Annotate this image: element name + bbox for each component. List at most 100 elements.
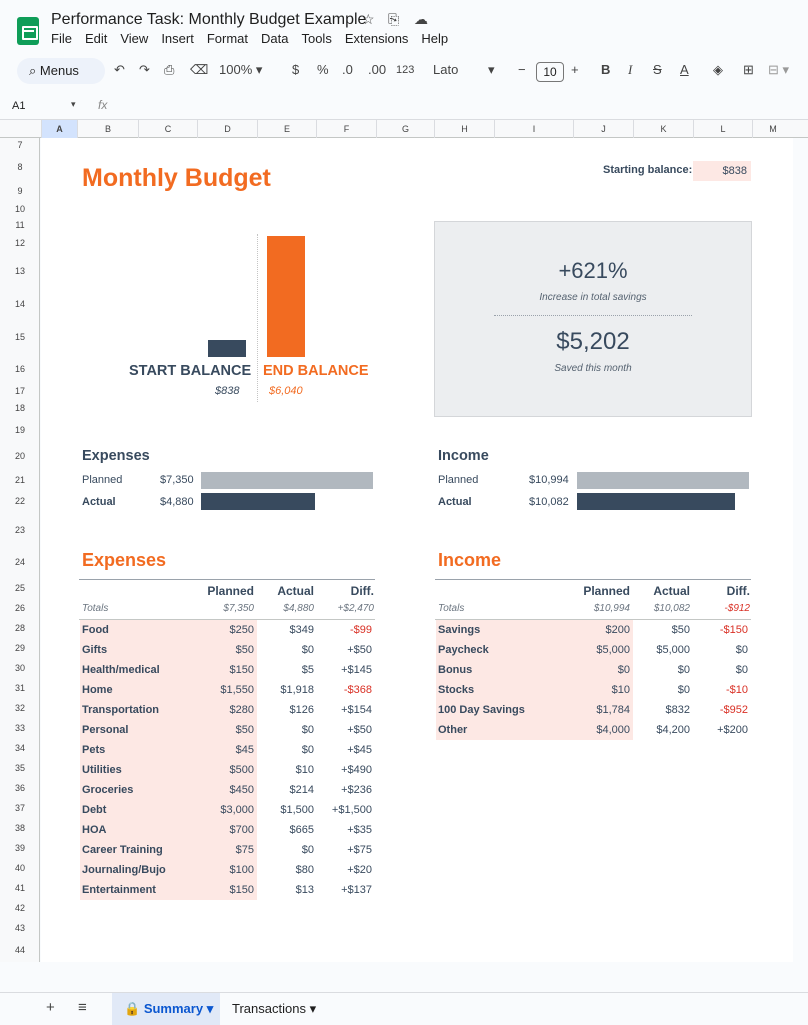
merge-cells-icon[interactable]: ⊟ ▾	[768, 62, 790, 77]
income-row[interactable]: Other $4,000 $4,200 +$200	[436, 720, 751, 740]
income-category-cell[interactable]: Bonus	[436, 660, 573, 680]
expense-row[interactable]: Gifts $50 $0 +$50	[80, 640, 375, 660]
income-planned-cell[interactable]: $5,000	[573, 640, 633, 660]
row-header-20[interactable]: 20	[14, 451, 25, 461]
expense-diff-cell[interactable]: +$50	[347, 644, 372, 656]
row-header-43[interactable]: 43	[14, 923, 25, 933]
expense-planned-cell[interactable]: $280	[197, 700, 257, 720]
expense-diff-cell[interactable]: +$45	[347, 744, 372, 756]
expense-row[interactable]: HOA $700 $665 +$35	[80, 820, 375, 840]
income-planned-cell[interactable]: $0	[573, 660, 633, 680]
income-actual-cell[interactable]: $5,000	[656, 644, 690, 656]
menu-file[interactable]: File	[51, 31, 72, 46]
row-header-9[interactable]: 9	[17, 186, 23, 196]
income-actual-cell[interactable]: $0	[677, 664, 690, 676]
expense-category-cell[interactable]: Transportation	[80, 700, 197, 720]
expense-category-cell[interactable]: Home	[80, 680, 197, 700]
income-category-cell[interactable]: 100 Day Savings Challenge	[436, 700, 573, 736]
expense-diff-cell[interactable]: +$145	[341, 664, 372, 676]
expense-planned-cell[interactable]: $45	[197, 740, 257, 760]
paint-format-icon[interactable]: ⌫	[190, 62, 209, 77]
expense-diff-cell[interactable]: +$490	[341, 764, 372, 776]
add-sheet-icon[interactable]: +	[46, 999, 55, 1016]
expense-row[interactable]: Home $1,550 $1,918 -$368	[80, 680, 375, 700]
row-header-33[interactable]: 33	[14, 723, 25, 733]
row-header-42[interactable]: 42	[14, 903, 25, 913]
column-header-d[interactable]: D	[197, 120, 257, 139]
expense-planned-cell[interactable]: $1,550	[197, 680, 257, 700]
row-header-35[interactable]: 35	[14, 763, 25, 773]
income-actual-cell[interactable]: $0	[677, 684, 690, 696]
expense-row[interactable]: Health/medical $150 $5 +$145	[80, 660, 375, 680]
column-header-l[interactable]: L	[693, 120, 752, 139]
expense-diff-cell[interactable]: -$99	[349, 624, 372, 636]
expense-actual-cell[interactable]: $5	[301, 664, 314, 676]
income-planned-cell[interactable]: $4,000	[573, 720, 633, 740]
expense-planned-cell[interactable]: $150	[197, 660, 257, 680]
row-header-28[interactable]: 28	[14, 623, 25, 633]
expense-planned-cell[interactable]: $50	[197, 720, 257, 740]
row-header-29[interactable]: 29	[14, 643, 25, 653]
expense-category-cell[interactable]: Groceries	[80, 780, 197, 800]
expense-actual-cell[interactable]: $0	[301, 844, 314, 856]
income-actual-cell[interactable]: $832	[665, 704, 690, 716]
expense-category-cell[interactable]: Food	[80, 620, 197, 640]
expense-row[interactable]: Personal $50 $0 +$50	[80, 720, 375, 740]
text-color-button[interactable]: A	[680, 62, 689, 77]
expense-planned-cell[interactable]: $75	[197, 840, 257, 860]
bold-button[interactable]: B	[601, 62, 611, 77]
expense-category-cell[interactable]: Entertainment	[80, 880, 197, 900]
expense-category-cell[interactable]: Career Training	[80, 840, 197, 860]
expense-diff-cell[interactable]: +$1,500	[331, 804, 372, 816]
menu-extensions[interactable]: Extensions	[344, 31, 409, 46]
row-header-30[interactable]: 30	[14, 663, 25, 673]
expense-category-cell[interactable]: HOA	[80, 820, 197, 840]
menu-view[interactable]: View	[120, 31, 149, 46]
name-box-chevron-icon[interactable]: ▾	[71, 99, 76, 109]
row-header-36[interactable]: 36	[14, 783, 25, 793]
expense-actual-cell[interactable]: $126	[289, 704, 314, 716]
row-header-41[interactable]: 41	[14, 883, 25, 893]
name-box[interactable]: A1	[12, 100, 26, 112]
row-header-15[interactable]: 15	[14, 332, 25, 342]
row-header-17[interactable]: 17	[14, 386, 25, 396]
expense-actual-cell[interactable]: $665	[289, 824, 314, 836]
income-planned-cell[interactable]: $200	[573, 620, 633, 640]
decrease-font-size-button[interactable]: −	[518, 62, 526, 77]
income-planned-cell[interactable]: $10	[573, 680, 633, 700]
row-header-39[interactable]: 39	[14, 843, 25, 853]
column-header-m[interactable]: M	[752, 120, 793, 139]
expense-planned-cell[interactable]: $50	[197, 640, 257, 660]
menu-insert[interactable]: Insert	[161, 31, 194, 46]
expense-actual-cell[interactable]: $0	[301, 644, 314, 656]
expense-actual-cell[interactable]: $0	[301, 724, 314, 736]
expense-planned-cell[interactable]: $100	[197, 860, 257, 880]
row-header-44[interactable]: 44	[14, 945, 25, 955]
income-actual-cell[interactable]: $4,200	[656, 724, 690, 736]
row-header-38[interactable]: 38	[14, 823, 25, 833]
expense-diff-cell[interactable]: -$368	[343, 684, 372, 696]
column-header-f[interactable]: F	[316, 120, 376, 139]
income-row[interactable]: 100 Day Savings Challenge$1,784 $832 -$952	[436, 700, 751, 736]
tab-transactions[interactable]: Transactions ▾	[232, 1001, 317, 1016]
income-diff-cell[interactable]: -$952	[719, 704, 748, 716]
expense-category-cell[interactable]: Health/medical	[80, 660, 197, 680]
expense-row[interactable]: Journaling/Bujo $100 $80 +$20	[80, 860, 375, 880]
income-diff-cell[interactable]: $0	[735, 664, 748, 676]
row-header-31[interactable]: 31	[14, 683, 25, 693]
income-planned-cell[interactable]: $1,784	[573, 700, 633, 720]
print-icon[interactable]: ⎙	[164, 62, 175, 77]
menus-search-button[interactable]: ⌕ Menus	[17, 58, 105, 84]
fill-color-icon[interactable]: ◈	[713, 62, 723, 77]
expense-row[interactable]: Entertainment $150 $13 +$137	[80, 880, 375, 900]
expense-row[interactable]: Pets $45 $0 +$45	[80, 740, 375, 760]
row-header-13[interactable]: 13	[14, 266, 25, 276]
borders-icon[interactable]: ⊞	[743, 62, 754, 77]
menu-tools[interactable]: Tools	[301, 31, 332, 46]
expense-category-cell[interactable]: Personal	[80, 720, 197, 740]
decrease-decimal-button[interactable]: .0	[342, 62, 353, 77]
column-header-h[interactable]: H	[434, 120, 494, 139]
income-category-cell[interactable]: Other	[436, 720, 573, 740]
column-header-i[interactable]: I	[494, 120, 573, 139]
expense-category-cell[interactable]: Debt	[80, 800, 197, 820]
